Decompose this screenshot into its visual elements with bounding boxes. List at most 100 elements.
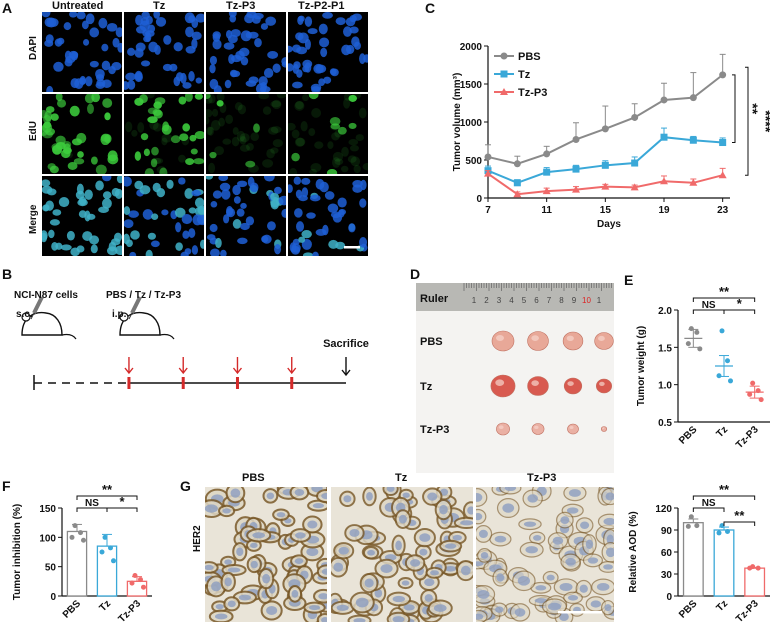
cell-nucleus [321, 617, 327, 622]
nucleus [337, 126, 347, 135]
cell-nucleus [559, 582, 573, 591]
cell-nucleus [606, 534, 614, 545]
nucleus [134, 151, 142, 161]
nucleus [349, 144, 359, 152]
cell-nucleus [552, 536, 564, 545]
nucleus [42, 179, 51, 187]
sig-label: * [737, 296, 743, 311]
cell-nucleus [374, 588, 383, 598]
bracket-right [723, 521, 756, 526]
nucleus [100, 133, 111, 142]
cell-nucleus [523, 521, 537, 527]
nucleus [65, 55, 76, 64]
mouse-ear [119, 312, 129, 322]
sc-label: s.c. [16, 309, 33, 320]
cell-nucleus [579, 584, 588, 593]
nucleus [295, 101, 304, 110]
data-point [718, 171, 727, 179]
nucleus [298, 236, 306, 243]
nucleus [128, 210, 140, 218]
nucleus [353, 41, 361, 50]
nucleus [289, 167, 298, 174]
nucleus [188, 71, 195, 82]
nucleus [348, 122, 357, 129]
nucleus [161, 209, 169, 216]
data-point [69, 534, 75, 540]
nucleus [248, 76, 259, 84]
nucleus [195, 13, 204, 23]
tile-merge-0 [42, 176, 122, 256]
ihc-image-tz [331, 487, 473, 622]
sig-label: * [119, 494, 125, 509]
col-label-tz-p2-p1: Tz-P2-P1 [298, 0, 345, 12]
mouse-body [119, 311, 161, 336]
nucleus [262, 106, 272, 115]
tile-dapi-3 [288, 12, 368, 92]
cell-nucleus [402, 492, 410, 498]
nucleus [102, 98, 113, 108]
nucleus [161, 124, 172, 135]
nucleus [194, 197, 204, 208]
nucleus [91, 94, 101, 103]
tumor-highlight [569, 426, 574, 429]
panel-g-letter: G [180, 478, 191, 494]
nucleus [145, 32, 152, 43]
nucleus [245, 216, 255, 226]
nucleus [349, 26, 359, 34]
nucleus [170, 135, 181, 144]
scale-bar [344, 246, 360, 249]
y-tick-label: 60 [661, 548, 673, 559]
scale-bar [558, 611, 602, 614]
nucleus [331, 132, 340, 141]
ip-label: i.p. [112, 309, 127, 320]
nucleus [152, 182, 161, 193]
nucleus [191, 245, 199, 255]
cell-nucleus [276, 512, 286, 518]
nucleus [332, 151, 344, 162]
nucleus [101, 60, 111, 71]
nucleus [296, 221, 305, 232]
nucleus [125, 72, 136, 81]
nucleus [301, 187, 309, 198]
nucleus [67, 161, 78, 170]
nucleus [291, 243, 301, 253]
cell-nucleus [514, 608, 526, 617]
nucleus [216, 94, 225, 102]
nucleus [175, 222, 182, 233]
tumor [527, 376, 549, 396]
panel-c-letter: C [425, 0, 436, 16]
nucleus [249, 182, 259, 193]
nucleus [210, 201, 218, 208]
data-point [660, 133, 668, 141]
data-point [572, 185, 580, 193]
nucleus [232, 219, 242, 229]
nucleus [240, 222, 250, 231]
cell-nucleus [224, 559, 233, 565]
cell-nucleus [566, 507, 579, 514]
cell-nucleus [504, 487, 517, 492]
nucleus [76, 183, 84, 195]
nucleus [306, 212, 316, 219]
y-axis-label: Tumor weight (g) [636, 326, 647, 406]
nucleus [207, 126, 214, 136]
nucleus [108, 66, 116, 75]
nucleus [281, 208, 286, 218]
nucleus [178, 177, 186, 185]
nucleus [320, 47, 328, 58]
cell-nucleus [205, 504, 218, 513]
data-point [758, 397, 764, 403]
cell-nucleus [580, 521, 590, 529]
nucleus [166, 179, 174, 189]
nucleus [53, 61, 64, 72]
data-point [572, 165, 580, 173]
x-tick-label: 11 [541, 205, 552, 216]
needle [30, 312, 35, 320]
nucleus [274, 243, 282, 255]
ruler-number: 6 [534, 296, 539, 305]
nucleus [234, 102, 243, 111]
g-col-label-tz: Tz [395, 472, 408, 484]
nucleus [143, 148, 150, 157]
nucleus [313, 63, 324, 74]
nucleus [246, 142, 254, 151]
